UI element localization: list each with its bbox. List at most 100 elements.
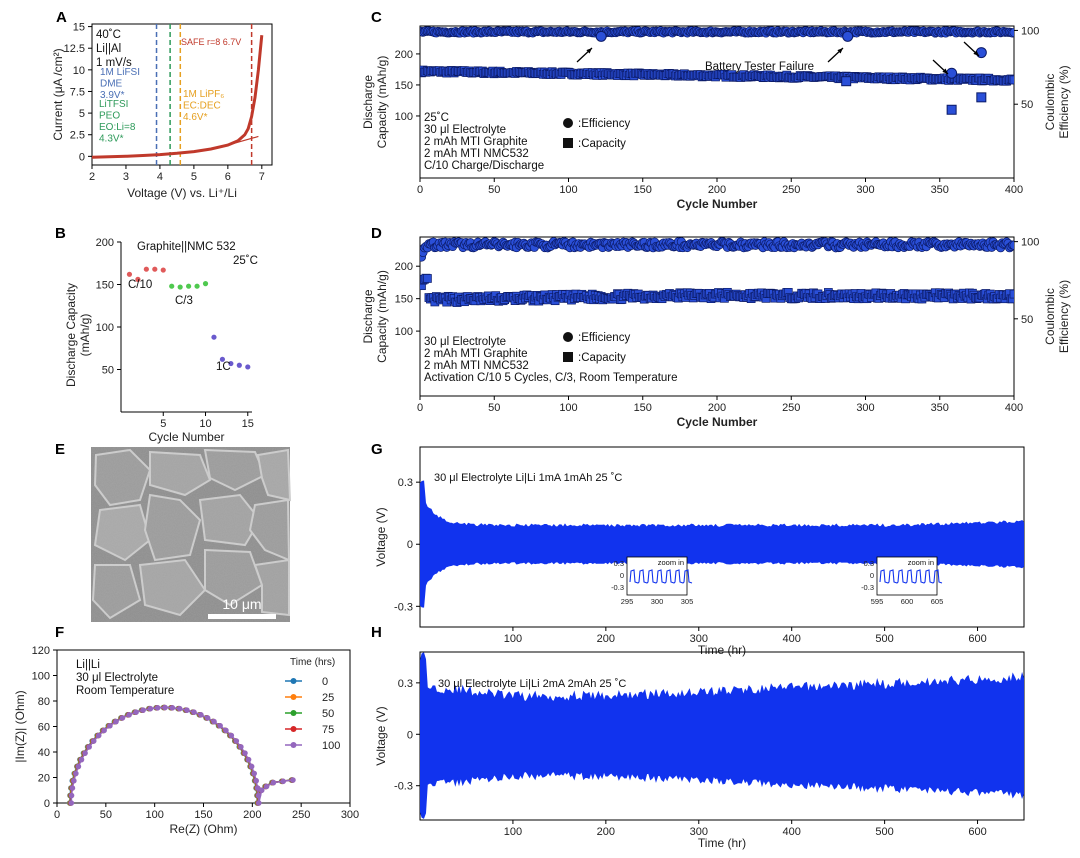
baseline-extrapolation — [227, 135, 259, 146]
scale-bar-label: 10 μm — [222, 596, 261, 612]
y-tick-label: 7.5 — [70, 86, 85, 98]
series-line — [70, 706, 294, 804]
x-tick-label: 100 — [504, 826, 522, 838]
panel-letter-h: H — [371, 624, 382, 641]
inset-x-tick-label: 600 — [901, 597, 914, 606]
y2-tick-label: 50 — [1021, 314, 1033, 326]
data-point — [186, 283, 192, 289]
y-tick-label: 0 — [407, 539, 413, 551]
x-tick-label: 400 — [783, 633, 801, 645]
series-marker — [253, 777, 259, 784]
legend-capacity-label: :Capacity — [578, 352, 626, 364]
x-tick-label: 100 — [504, 633, 522, 645]
y-tick-label: 60 — [38, 722, 50, 734]
series-marker — [204, 715, 211, 721]
series-marker — [217, 722, 223, 729]
y-tick-label: 0.3 — [398, 678, 413, 690]
efficiency-outlier — [975, 47, 987, 59]
x-tick-label: 350 — [931, 184, 949, 196]
data-layer — [420, 237, 1014, 307]
y-tick-label: 100 — [32, 671, 50, 683]
data-layer — [420, 26, 1014, 115]
inset-x-tick-label: 595 — [871, 597, 884, 606]
data-point — [169, 283, 175, 289]
data-point — [152, 266, 158, 272]
y-axis-label-line2: Capacity (mAh/g) — [375, 270, 389, 363]
data-point — [194, 283, 200, 289]
y-tick-label: -0.3 — [394, 601, 413, 613]
x-tick-label: 0 — [417, 184, 423, 196]
limit-label: 4.3V* — [99, 134, 124, 145]
inset-x-tick-label: 295 — [621, 597, 634, 606]
inset-y-tick-label: -0.3 — [611, 583, 624, 592]
y-tick-label: 150 — [96, 280, 114, 292]
x-tick-label: 300 — [856, 402, 874, 414]
x-tick-label: 50 — [488, 402, 500, 414]
y-tick-label: 20 — [38, 773, 50, 785]
annotation-label: Battery Tester Failure — [705, 61, 814, 73]
series-marker — [270, 779, 277, 786]
x-tick-label: 15 — [242, 418, 254, 430]
y-tick-label: 120 — [32, 645, 50, 657]
capacity-outlier — [841, 76, 852, 87]
series-marker — [184, 707, 190, 713]
x-tick-label: 300 — [856, 184, 874, 196]
x-tick-label: 600 — [968, 633, 986, 645]
y-tick-label: 200 — [395, 49, 413, 61]
x-tick-label: 50 — [488, 184, 500, 196]
x-tick-label: 250 — [782, 184, 800, 196]
y2-tick-label: 50 — [1021, 99, 1033, 111]
condition-label: 25˚C — [424, 112, 449, 124]
series-marker — [68, 800, 75, 806]
limit-label: 4.6V* — [183, 112, 208, 123]
inset-y-tick-label: 0.3 — [614, 559, 624, 568]
y-tick-label: 0 — [79, 151, 85, 163]
y-axis-label-line1: Discharge — [361, 289, 375, 343]
inset-y-tick-label: 0 — [620, 571, 624, 580]
series-marker — [242, 750, 248, 756]
y-tick-label: 10 — [73, 65, 85, 77]
annotation-arrowhead — [586, 48, 592, 54]
data-layer — [420, 480, 1024, 608]
x-tick-label: 200 — [708, 184, 726, 196]
panel-letter-c: C — [371, 9, 382, 26]
y-tick-label: 0.3 — [398, 477, 413, 489]
x-tick-label: 150 — [194, 809, 212, 821]
capacity-outlier — [976, 92, 987, 103]
data-point — [160, 267, 166, 273]
voltage-trace — [420, 480, 1024, 608]
series-marker — [238, 744, 244, 750]
plot-frame — [91, 23, 273, 166]
x-tick-label: 500 — [875, 826, 893, 838]
capacity-point — [1009, 289, 1014, 299]
condition-label: 1 mV/s — [96, 57, 132, 69]
y-axis-label: Voltage (V) — [374, 507, 388, 566]
series-marker — [198, 711, 204, 718]
condition-label: Room Temperature — [76, 685, 174, 697]
y-tick-label: -0.3 — [394, 781, 413, 793]
x-tick-label: 150 — [634, 402, 652, 414]
y-axis-label-line2: Capacity (mAh/g) — [375, 56, 389, 149]
y2-axis-label-line2: Efficiency (%) — [1057, 65, 1071, 138]
panel-letter-a: A — [56, 9, 67, 26]
x-tick-label: 350 — [931, 402, 949, 414]
x-axis-label: Time (hr) — [698, 643, 746, 657]
data-point — [245, 364, 251, 370]
condition-label: 30 μl Electrolyte — [424, 336, 506, 348]
condition-label: Li||Li — [76, 659, 100, 671]
efficiency-outlier — [595, 30, 607, 42]
series-marker — [68, 792, 75, 799]
series-marker — [119, 715, 126, 721]
series-marker — [95, 732, 102, 739]
series-marker — [73, 770, 79, 777]
x-tick-label: 2 — [89, 171, 95, 183]
data-point — [228, 360, 234, 367]
capacity-point — [1009, 75, 1014, 85]
inset-y-tick-label: 0 — [870, 571, 874, 580]
x-axis-label: Cycle Number — [148, 430, 224, 444]
x-tick-label: 250 — [292, 809, 310, 821]
condition-label: 30 μl Electrolyte Li|Li 2mA 2mAh 25 ˚C — [438, 678, 626, 690]
limit-label: PEO — [99, 111, 120, 122]
x-tick-label: 150 — [634, 184, 652, 196]
